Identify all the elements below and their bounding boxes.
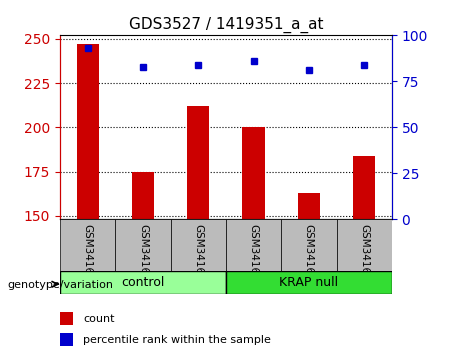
FancyBboxPatch shape [337,219,392,271]
FancyBboxPatch shape [226,219,281,271]
FancyBboxPatch shape [115,219,171,271]
Bar [77,44,99,219]
Bar [353,156,375,219]
Bar [242,127,265,219]
Text: count: count [83,314,115,324]
Title: GDS3527 / 1419351_a_at: GDS3527 / 1419351_a_at [129,16,323,33]
Text: GSM341693: GSM341693 [359,224,369,287]
FancyBboxPatch shape [60,219,115,271]
Text: KRAP null: KRAP null [279,276,338,289]
FancyBboxPatch shape [171,219,226,271]
Text: percentile rank within the sample: percentile rank within the sample [83,335,271,345]
Bar [60,333,73,346]
Text: GSM341695: GSM341695 [138,224,148,287]
FancyBboxPatch shape [226,271,392,294]
Text: genotype/variation: genotype/variation [7,280,113,290]
Text: GSM341691: GSM341691 [248,224,259,287]
Bar [132,172,154,219]
Text: GSM341696: GSM341696 [193,224,203,287]
Text: control: control [121,276,165,289]
Bar [298,193,320,219]
FancyBboxPatch shape [281,219,337,271]
Text: GSM341694: GSM341694 [83,224,93,287]
FancyBboxPatch shape [60,271,226,294]
Bar [187,106,209,219]
Text: GSM341692: GSM341692 [304,224,314,287]
Bar [60,312,73,325]
